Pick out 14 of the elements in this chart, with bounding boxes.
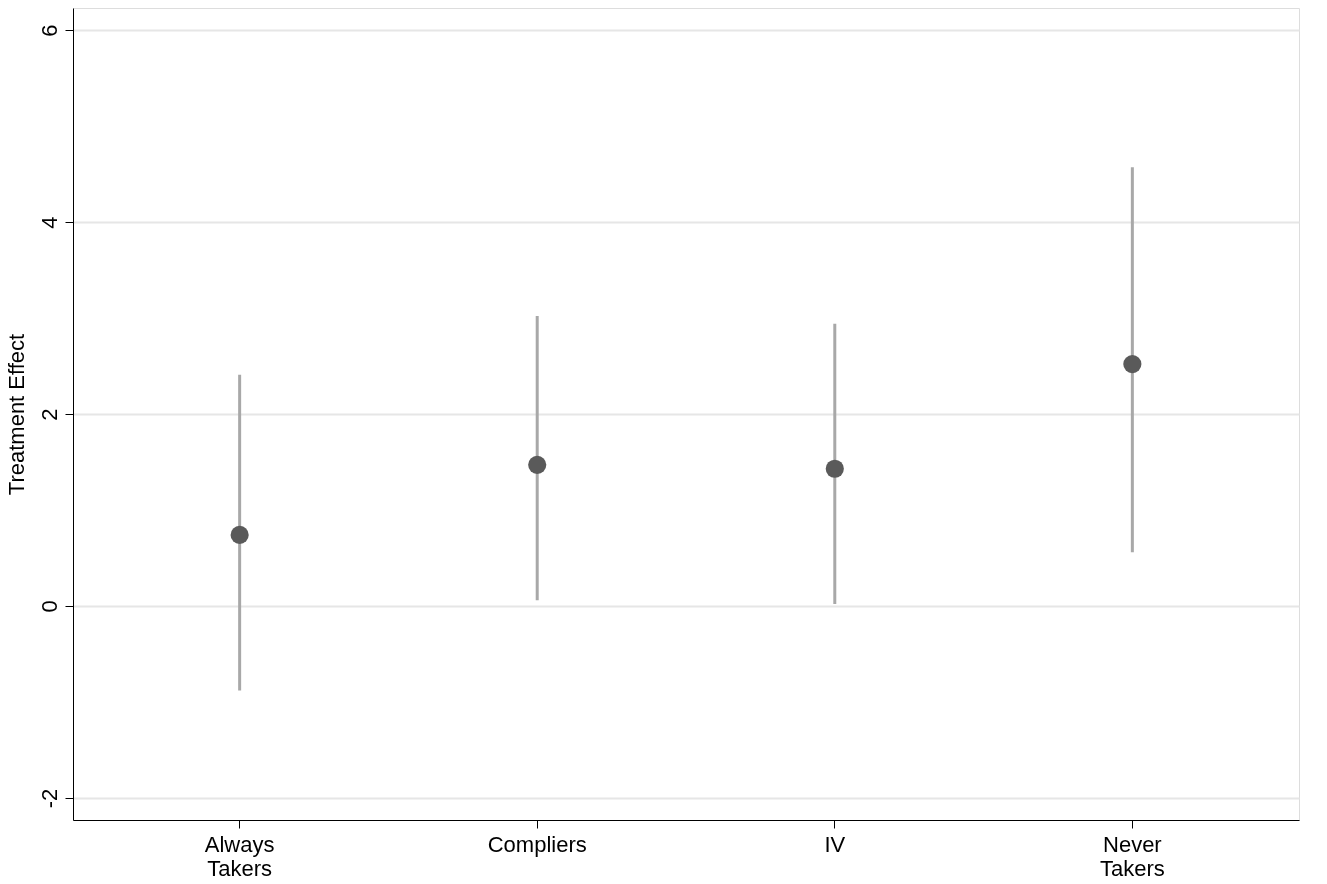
y-tick-label: 0 bbox=[36, 600, 62, 613]
y-axis-title: Treatment Effect bbox=[3, 333, 29, 496]
point bbox=[1123, 355, 1142, 374]
y-tick-label: 4 bbox=[36, 216, 62, 229]
x-tick-label: Always Takers bbox=[204, 831, 275, 881]
x-tick-label: IV bbox=[824, 831, 846, 857]
x-tick-label: Never Takers bbox=[1099, 831, 1165, 881]
point bbox=[230, 525, 249, 544]
point bbox=[825, 459, 844, 478]
x-tick-label: Compliers bbox=[487, 831, 587, 857]
y-tick-label: -2 bbox=[36, 788, 62, 809]
y-tick-label: 6 bbox=[36, 24, 62, 37]
point bbox=[528, 455, 547, 474]
y-tick-label: 2 bbox=[36, 408, 62, 421]
